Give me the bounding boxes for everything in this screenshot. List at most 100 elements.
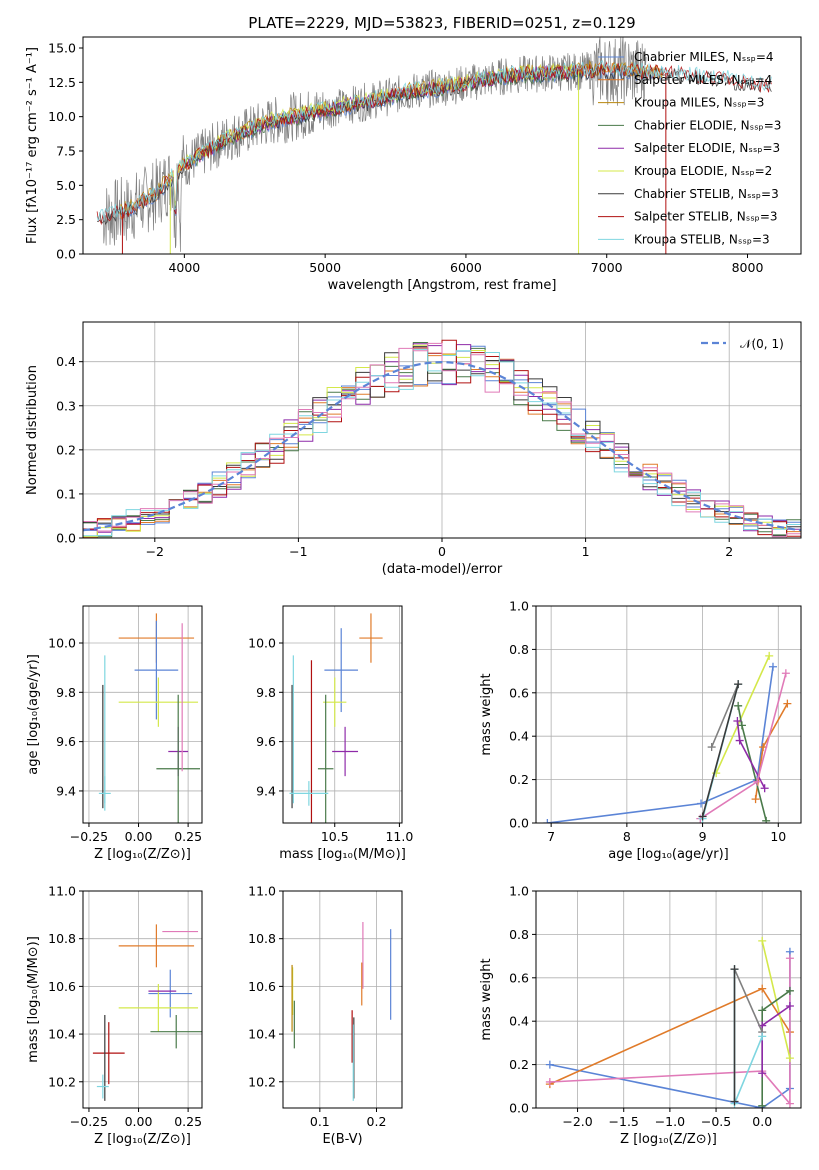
y-tick-label: 1.0 bbox=[509, 884, 529, 899]
x-tick-label: 0.25 bbox=[174, 829, 202, 844]
data-point-marker bbox=[758, 1032, 767, 1041]
y-tick-label: 10.6 bbox=[248, 979, 276, 994]
legend-label: Kroupa MILES, Nₛₛₚ=3 bbox=[634, 96, 764, 110]
y-tick-label: 0.4 bbox=[509, 1014, 529, 1029]
y-tick-label: 10.8 bbox=[48, 931, 76, 946]
plot-area bbox=[545, 936, 794, 1108]
data-point-marker bbox=[707, 743, 716, 752]
legend-label: Salpeter ELODIE, Nₛₛₚ=3 bbox=[634, 141, 780, 155]
panel-spectrum: 4000 5000 6000 7000 8000 0.0 2.5 5.0 7.5 10.0 12.5… bbox=[25, 14, 802, 293]
y-tick-label: 7.5 bbox=[56, 143, 76, 158]
y-tick-label: 0.2 bbox=[509, 772, 529, 787]
data-point bbox=[359, 613, 383, 663]
data-point bbox=[156, 694, 201, 823]
grid-lines bbox=[83, 890, 202, 1108]
data-point-marker bbox=[737, 721, 746, 730]
data-point-marker bbox=[758, 1101, 767, 1108]
y-tick-label: 2.5 bbox=[56, 212, 76, 227]
y-tick-label: 1.0 bbox=[509, 599, 529, 614]
axes-frame bbox=[282, 605, 403, 824]
data-point bbox=[96, 1074, 109, 1099]
x-tick-label: 8 bbox=[623, 829, 631, 844]
y-tick-label: 9.4 bbox=[56, 783, 76, 798]
data-point-marker bbox=[758, 1006, 767, 1015]
y-axis-label: mass weight bbox=[479, 673, 494, 755]
legend-label: Chabrier MILES, Nₛₛₚ=4 bbox=[634, 50, 774, 64]
y-tick-label: 11.0 bbox=[248, 884, 276, 899]
panel-age_vs_Z: −0.25 0.00 0.25 9.4 9.6 9.8 10.0 Z [log₁₀(Z/Z⊙)… bbox=[26, 605, 203, 862]
data-point bbox=[134, 620, 179, 720]
axes-frame bbox=[535, 605, 802, 824]
x-tick-label: 8000 bbox=[732, 260, 764, 275]
data-point-marker bbox=[543, 819, 552, 823]
legend-label: Salpeter MILES, Nₛₛₚ=4 bbox=[634, 73, 772, 87]
y-axis-label: mass weight bbox=[479, 958, 494, 1040]
data-point-marker bbox=[545, 1060, 554, 1069]
grid-lines bbox=[283, 890, 402, 1108]
x-tick-label: −1 bbox=[289, 544, 307, 559]
y-tick-label: 0.4 bbox=[509, 729, 529, 744]
y-tick-label: 0.0 bbox=[56, 247, 76, 262]
y-tick-label: 10.0 bbox=[48, 109, 76, 124]
x-tick-label: 9 bbox=[699, 829, 707, 844]
x-tick-label: −0.25 bbox=[70, 829, 108, 844]
y-tick-label: 10.6 bbox=[48, 979, 76, 994]
data-point-marker bbox=[768, 662, 777, 671]
y-tick-label: 10.2 bbox=[48, 1074, 76, 1089]
series-pink-line bbox=[549, 958, 791, 1106]
x-tick-label: 7 bbox=[547, 829, 555, 844]
x-tick-label: 0 bbox=[438, 544, 446, 559]
x-tick-label: 10.5 bbox=[321, 829, 349, 844]
data-point bbox=[98, 776, 111, 811]
data-point bbox=[148, 969, 193, 1018]
panel-mass_vs_ebv: 0.1 0.2 10.2 10.4 10.6 10.8 11.0 E(B-V) bbox=[248, 884, 403, 1147]
data-point-marker bbox=[733, 717, 742, 726]
data-point-marker bbox=[785, 954, 794, 963]
y-axis-label: Normed distribution bbox=[25, 365, 40, 495]
legend-label: Chabrier STELIB, Nₛₛₚ=3 bbox=[634, 187, 779, 201]
legend-normal-label: 𝒩(0, 1) bbox=[740, 337, 784, 351]
axes-frame bbox=[82, 321, 802, 539]
data-point-marker bbox=[783, 699, 792, 708]
panel-residuals: −2 −1 0 1 2 0.0 0.1 0.2 0.3 0.4 (data-model)/error… bbox=[25, 321, 802, 577]
data-point-marker bbox=[751, 795, 760, 804]
data-point-marker bbox=[545, 1077, 554, 1086]
data-point bbox=[332, 726, 359, 777]
axes-frame bbox=[535, 890, 802, 1109]
data-point-marker bbox=[697, 799, 706, 808]
data-point bbox=[118, 984, 199, 1032]
y-tick-label: 0.1 bbox=[56, 486, 76, 501]
x-tick-label: 5000 bbox=[309, 260, 341, 275]
data-point-marker bbox=[785, 1054, 794, 1063]
y-tick-label: 10.8 bbox=[248, 931, 276, 946]
y-tick-label: 9.6 bbox=[56, 734, 76, 749]
y-tick-label: 0.3 bbox=[56, 398, 76, 413]
x-tick-label: 7000 bbox=[591, 260, 623, 275]
data-point-marker bbox=[730, 965, 739, 974]
y-tick-label: 15.0 bbox=[48, 40, 76, 55]
panel-massweight_vs_age: 7 8 9 10 0.0 0.2 0.4 0.6 0.8 1.0 age [log₁₀(age/yr… bbox=[479, 599, 802, 862]
x-tick-label: −1.0 bbox=[655, 1114, 685, 1129]
data-point bbox=[92, 1022, 125, 1085]
histogram-salpeter-elodie-step bbox=[83, 343, 801, 533]
plot-area bbox=[289, 613, 383, 823]
axes-frame bbox=[82, 36, 802, 255]
data-point-marker bbox=[785, 1099, 794, 1108]
grid-lines bbox=[536, 605, 801, 824]
x-axis-label: age [log₁₀(age/yr)] bbox=[608, 847, 729, 862]
plot-area bbox=[98, 613, 201, 823]
x-tick-label: 1 bbox=[582, 544, 590, 559]
histogram-chabrier-stelib-step bbox=[83, 346, 801, 537]
y-tick-label: 9.8 bbox=[56, 685, 76, 700]
x-axis-label: wavelength [Angstrom, rest frame] bbox=[328, 278, 557, 293]
y-tick-label: 9.4 bbox=[256, 783, 276, 798]
data-point-marker bbox=[758, 1069, 767, 1078]
x-tick-label: 0.2 bbox=[367, 1114, 387, 1129]
data-point bbox=[323, 677, 347, 727]
plot-area bbox=[83, 339, 801, 538]
data-point-marker bbox=[785, 1002, 794, 1011]
y-axis-label: Flux [fλ10⁻¹⁷ erg cm⁻² s⁻¹ A⁻¹] bbox=[25, 47, 40, 244]
y-tick-label: 0.6 bbox=[509, 685, 529, 700]
data-point-marker bbox=[753, 777, 762, 786]
